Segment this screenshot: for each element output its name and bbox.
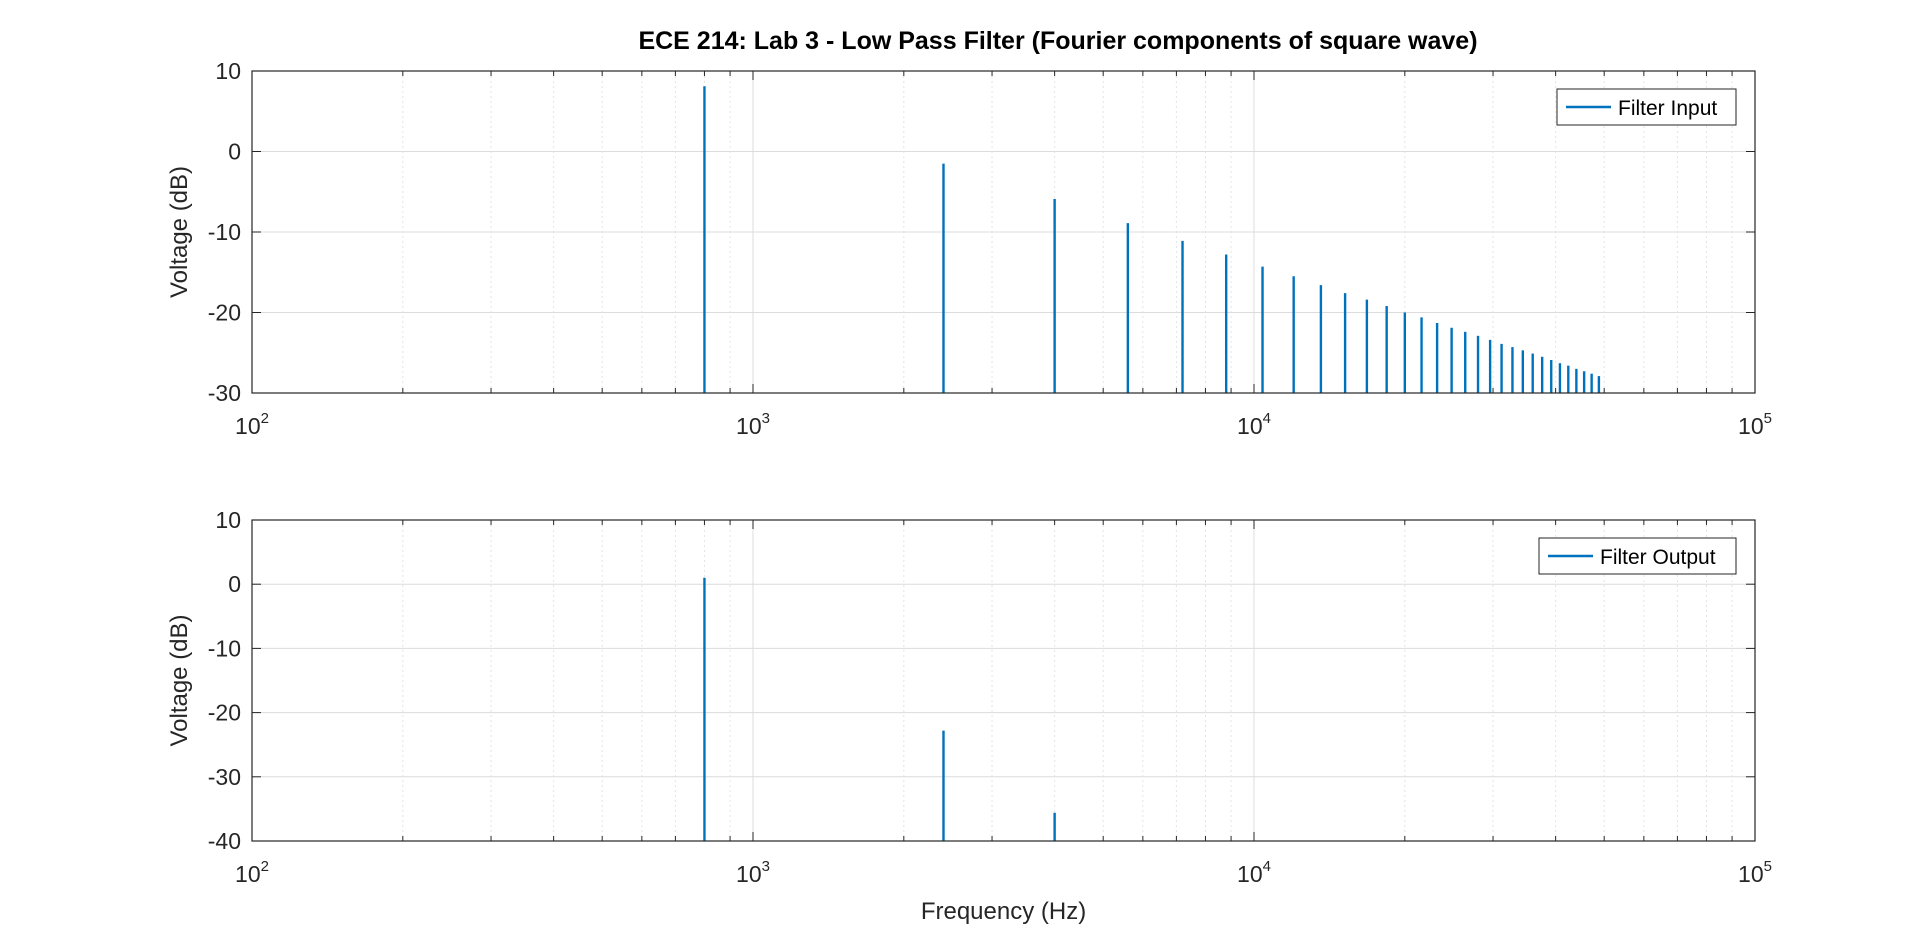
x-tick-label: 104 [1237, 858, 1271, 887]
legend-entry: Filter Input [1618, 97, 1717, 120]
x-tick-label: 105 [1738, 858, 1772, 887]
y-tick-label: 10 [215, 507, 241, 533]
axes-box [251, 70, 1756, 394]
x-axis-label: Frequency (Hz) [921, 898, 1086, 925]
legend-box [1556, 88, 1737, 126]
x-tick-label: 102 [235, 858, 269, 887]
y-tick-label: -30 [208, 380, 241, 406]
y-tick-label: -10 [208, 219, 241, 245]
y-axis-label: Voltage (dB) [166, 614, 193, 746]
x-tick-label: 103 [736, 410, 770, 439]
chart-title: ECE 214: Lab 3 - Low Pass Filter (Fourie… [638, 27, 1477, 55]
y-tick-label: 10 [215, 58, 241, 84]
axes-box [251, 519, 1756, 842]
y-tick-label: -10 [208, 635, 241, 661]
top-subplot-input-spectrum: 102 103 104 105 -30 -20 -10 0 10 Voltage (dB) Filt… [166, 58, 1772, 439]
y-tick-label: -20 [208, 700, 241, 726]
y-axis-label: Voltage (dB) [166, 166, 193, 298]
y-tick-label: 0 [228, 139, 241, 165]
bottom-subplot-output-spectrum: 102 103 104 105 -40 -30 -20 -10 0 10 Voltage (dB) F… [166, 507, 1772, 925]
x-tick-label: 102 [235, 410, 269, 439]
x-tick-label: 104 [1237, 410, 1271, 439]
y-tick-label: 0 [228, 571, 241, 597]
legend-entry: Filter Output [1600, 546, 1716, 569]
x-tick-label: 105 [1738, 410, 1772, 439]
y-tick-label: -40 [208, 828, 241, 854]
y-tick-label: -20 [208, 300, 241, 326]
x-tick-label: 103 [736, 858, 770, 887]
plot-area [252, 520, 1755, 841]
y-tick-label: -30 [208, 764, 241, 790]
